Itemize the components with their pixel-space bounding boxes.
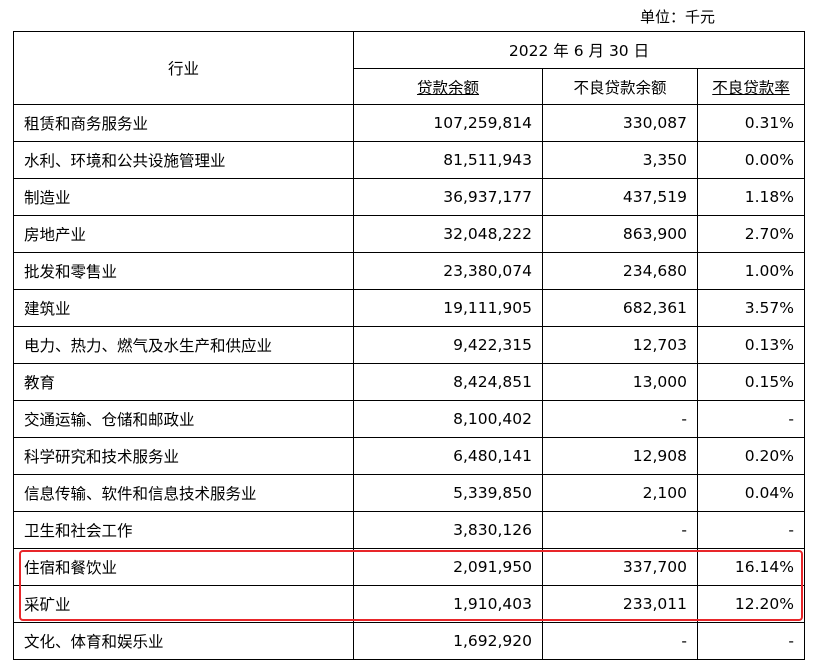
npl-ratio-header: 不良贷款率 — [696, 68, 806, 105]
npl-ratio-cell: 3.57% — [696, 289, 806, 327]
table-row: 电力、热力、燃气及水生产和供应业 9,422,315 12,703 0.13% — [13, 326, 806, 364]
npl-balance-cell: 13,000 — [542, 363, 698, 401]
npl-ratio-cell: 0.04% — [696, 474, 806, 512]
npl-balance-cell: - — [542, 400, 698, 438]
loan-balance-cell: 3,830,126 — [353, 511, 543, 549]
loan-industry-table: 行业 2022 年 6 月 30 日 贷款余额 不良贷款余额 不良贷款率 租赁和… — [13, 31, 806, 660]
table-row: 住宿和餐饮业 2,091,950 337,700 16.14% — [13, 548, 806, 586]
header-row-period: 行业 2022 年 6 月 30 日 — [13, 31, 806, 105]
npl-ratio-cell: 1.18% — [696, 178, 806, 216]
industry-cell: 交通运输、仓储和邮政业 — [13, 400, 354, 438]
industry-cell: 文化、体育和娱乐业 — [13, 622, 354, 660]
npl-balance-cell: - — [542, 622, 698, 660]
npl-balance-cell: 682,361 — [542, 289, 698, 327]
loan-balance-cell: 36,937,177 — [353, 178, 543, 216]
npl-ratio-cell: 0.20% — [696, 437, 806, 475]
industry-cell: 住宿和餐饮业 — [13, 548, 354, 586]
table-row: 卫生和社会工作 3,830,126 - - — [13, 511, 806, 549]
table-row: 水利、环境和公共设施管理业 81,511,943 3,350 0.00% — [13, 141, 806, 179]
loan-balance-cell: 8,424,851 — [353, 363, 543, 401]
industry-cell: 制造业 — [13, 178, 354, 216]
npl-ratio-cell: 1.00% — [696, 252, 806, 290]
table-row: 批发和零售业 23,380,074 234,680 1.00% — [13, 252, 806, 290]
table-row: 制造业 36,937,177 437,519 1.18% — [13, 178, 806, 216]
industry-cell: 科学研究和技术服务业 — [13, 437, 354, 475]
npl-balance-cell: 233,011 — [542, 585, 698, 623]
npl-balance-cell: 330,087 — [542, 104, 698, 142]
table-row: 采矿业 1,910,403 233,011 12.20% — [13, 585, 806, 623]
npl-balance-cell: 12,908 — [542, 437, 698, 475]
npl-ratio-cell: 12.20% — [696, 585, 806, 623]
npl-balance-header: 不良贷款余额 — [542, 68, 698, 105]
table-row: 建筑业 19,111,905 682,361 3.57% — [13, 289, 806, 327]
npl-ratio-cell: 0.31% — [696, 104, 806, 142]
loan-balance-cell: 32,048,222 — [353, 215, 543, 253]
industry-cell: 房地产业 — [13, 215, 354, 253]
table-row: 文化、体育和娱乐业 1,692,920 - - — [13, 622, 806, 660]
loan-balance-cell: 23,380,074 — [353, 252, 543, 290]
table-row: 科学研究和技术服务业 6,480,141 12,908 0.20% — [13, 437, 806, 475]
npl-ratio-cell: 16.14% — [696, 548, 806, 586]
industry-header: 行业 — [13, 31, 354, 105]
industry-cell: 水利、环境和公共设施管理业 — [13, 141, 354, 179]
loan-balance-cell: 8,100,402 — [353, 400, 543, 438]
table-row: 租赁和商务服务业 107,259,814 330,087 0.31% — [13, 104, 806, 142]
industry-cell: 电力、热力、燃气及水生产和供应业 — [13, 326, 354, 364]
table-row: 交通运输、仓储和邮政业 8,100,402 - - — [13, 400, 806, 438]
npl-ratio-cell: - — [696, 400, 806, 438]
loan-balance-cell: 1,692,920 — [353, 622, 543, 660]
loan-balance-cell: 2,091,950 — [353, 548, 543, 586]
npl-ratio-cell: - — [696, 622, 806, 660]
loan-balance-cell: 81,511,943 — [353, 141, 543, 179]
npl-balance-cell: 12,703 — [542, 326, 698, 364]
industry-cell: 采矿业 — [13, 585, 354, 623]
industry-cell: 建筑业 — [13, 289, 354, 327]
unit-note: 单位：千元 — [640, 8, 716, 26]
industry-cell: 批发和零售业 — [13, 252, 354, 290]
loan-balance-cell: 1,910,403 — [353, 585, 543, 623]
loan-balance-cell: 107,259,814 — [353, 104, 543, 142]
npl-balance-cell: 863,900 — [542, 215, 698, 253]
loan-balance-header-label: 贷款余额 — [416, 78, 479, 97]
npl-balance-cell: 3,350 — [542, 141, 698, 179]
loan-balance-cell: 9,422,315 — [353, 326, 543, 364]
npl-balance-cell: 337,700 — [542, 548, 698, 586]
loan-balance-cell: 5,339,850 — [353, 474, 543, 512]
table-row: 教育 8,424,851 13,000 0.15% — [13, 363, 806, 401]
loan-balance-header: 贷款余额 — [353, 68, 543, 105]
header-row-columns: 贷款余额 不良贷款余额 不良贷款率 — [14, 68, 806, 105]
npl-ratio-cell: 0.15% — [696, 363, 806, 401]
npl-balance-cell: - — [542, 511, 698, 549]
table-row: 房地产业 32,048,222 863,900 2.70% — [13, 215, 806, 253]
industry-cell: 信息传输、软件和信息技术服务业 — [13, 474, 354, 512]
npl-balance-cell: 437,519 — [542, 178, 698, 216]
npl-balance-cell: 234,680 — [542, 252, 698, 290]
loan-balance-cell: 6,480,141 — [353, 437, 543, 475]
period-header: 2022 年 6 月 30 日 — [352, 31, 806, 69]
npl-ratio-cell: 0.13% — [696, 326, 806, 364]
npl-balance-cell: 2,100 — [542, 474, 698, 512]
industry-cell: 租赁和商务服务业 — [13, 104, 354, 142]
npl-ratio-cell: - — [696, 511, 806, 549]
npl-ratio-header-label: 不良贷款率 — [712, 78, 790, 97]
industry-cell: 教育 — [13, 363, 354, 401]
industry-cell: 卫生和社会工作 — [13, 511, 354, 549]
npl-ratio-cell: 0.00% — [696, 141, 806, 179]
loan-balance-cell: 19,111,905 — [353, 289, 543, 327]
table-row: 信息传输、软件和信息技术服务业 5,339,850 2,100 0.04% — [13, 474, 806, 512]
npl-ratio-cell: 2.70% — [696, 215, 806, 253]
